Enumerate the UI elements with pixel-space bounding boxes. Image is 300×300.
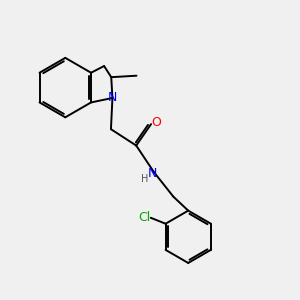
Text: O: O <box>151 116 161 129</box>
Text: N: N <box>148 167 157 180</box>
Text: Cl: Cl <box>138 211 150 224</box>
Text: H: H <box>141 174 148 184</box>
Text: N: N <box>108 92 117 104</box>
